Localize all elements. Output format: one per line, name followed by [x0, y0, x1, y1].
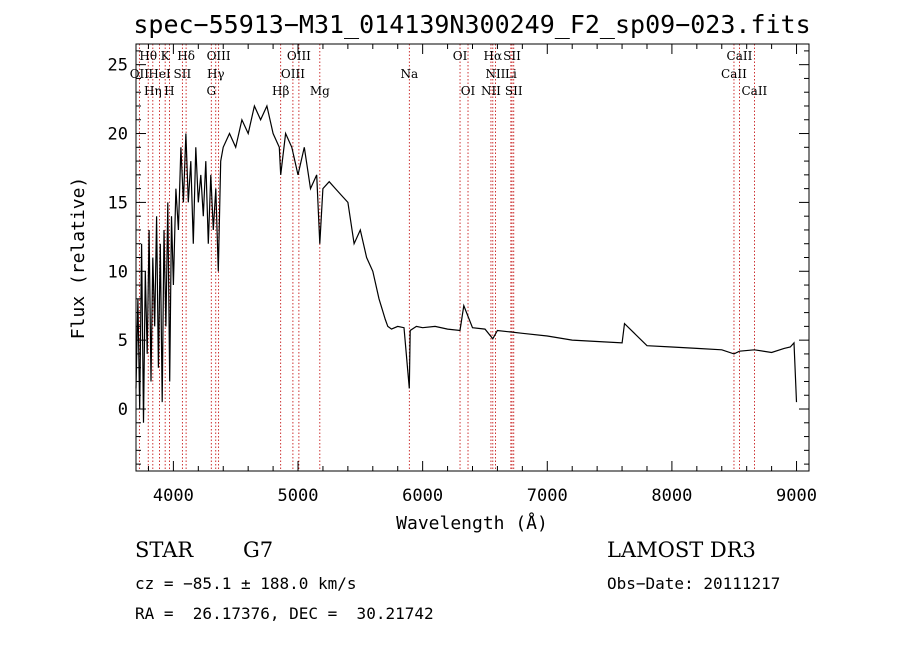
- spectral-line-label: Mg: [310, 84, 330, 98]
- x-tick-label: 9000: [776, 486, 817, 506]
- spectral-line-label: SII: [174, 67, 192, 81]
- spectral-line-label: OIII: [207, 49, 231, 63]
- spectral-line-label: OIII: [281, 67, 305, 81]
- spectral-line-label: SII: [505, 84, 523, 98]
- spectral-line-label: OI: [461, 84, 476, 98]
- spectral-line-label: H: [164, 84, 174, 98]
- y-tick-label: 5: [118, 331, 128, 351]
- chart-title: spec−55913−M31_014139N300249_F2_sp09−023…: [133, 10, 810, 39]
- redshift-value: cz = −85.1 ± 188.0 km/s: [135, 574, 357, 593]
- spectral-line-label: OI: [453, 49, 468, 63]
- x-axis-label: Wavelength (Å): [396, 512, 548, 534]
- y-tick-label: 0: [118, 400, 128, 420]
- spectral-line-label: CaII: [721, 67, 747, 81]
- y-axis-ticks: 0 5 10 15 20 25: [108, 50, 809, 465]
- x-tick-label: 7000: [527, 486, 568, 506]
- y-tick-label: 25: [108, 56, 128, 76]
- object-class: STAR: [135, 538, 194, 562]
- spectral-line-label: Hγ: [207, 67, 225, 81]
- plot-frame: [135, 43, 810, 472]
- spectral-line-label: Na: [400, 67, 418, 81]
- object-subclass: G7: [243, 538, 274, 562]
- spectral-line-label: OIII: [287, 49, 311, 63]
- spectral-line-label: CaII: [727, 49, 753, 63]
- x-tick-label: 8000: [651, 486, 692, 506]
- spectral-line-label: G: [206, 84, 216, 98]
- x-axis-ticks: 4000 5000 6000 7000 8000 9000: [147, 44, 817, 506]
- y-axis-label: Flux (relative): [68, 177, 89, 340]
- spectral-line-label: CaII: [741, 84, 767, 98]
- survey-name: LAMOST DR3: [607, 538, 756, 562]
- spectral-line-label: Hδ: [177, 49, 195, 63]
- x-tick-label: 5000: [278, 486, 319, 506]
- spectral-line-label: Hη: [144, 84, 162, 98]
- spectral-line-label: NII: [485, 67, 505, 81]
- spectral-line-label: K: [161, 49, 171, 63]
- spectrum-line: [135, 104, 798, 423]
- sky-coordinates: RA = 26.17376, DEC = 30.21742: [135, 604, 434, 623]
- y-tick-label: 20: [108, 125, 128, 145]
- spectral-line-label: Hα: [484, 49, 503, 63]
- x-tick-label: 4000: [153, 486, 194, 506]
- y-tick-label: 10: [108, 262, 128, 282]
- y-tick-label: 15: [108, 193, 128, 213]
- spectral-line-label: Hθ: [139, 49, 157, 63]
- observation-date: Obs−Date: 20111217: [607, 574, 781, 593]
- spectral-line-label: Li: [505, 67, 517, 81]
- spectral-line-label: NII: [481, 84, 501, 98]
- spectral-line-markers: [138, 44, 755, 471]
- spectral-line-label: SII: [503, 49, 521, 63]
- x-tick-label: 6000: [402, 486, 443, 506]
- spectral-line-label: OII: [130, 67, 150, 81]
- spectral-line-label: Hβ: [272, 84, 289, 98]
- spectral-line-label: HeI: [148, 67, 171, 81]
